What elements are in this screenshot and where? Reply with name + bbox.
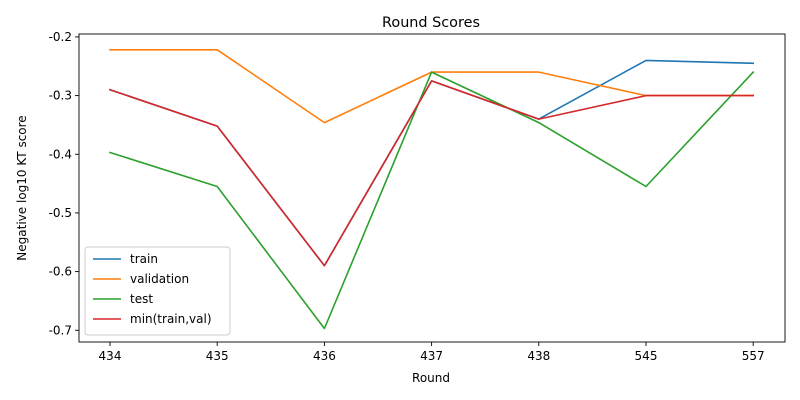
legend-label-1: validation: [130, 272, 189, 286]
legend-label-2: test: [130, 292, 153, 306]
y-tick-label: -0.6: [49, 265, 72, 279]
series-line-2: [108, 70, 755, 330]
legend-label-3: min(train,val): [130, 312, 212, 326]
y-axis-title: Negative log10 KT score: [15, 115, 29, 260]
legend: train validation test min(train,val): [84, 246, 231, 336]
y-tick-label: -0.5: [49, 206, 72, 220]
legend-box: [84, 246, 231, 336]
y-tick-label: -0.2: [49, 30, 72, 44]
series-layer: [108, 48, 755, 330]
chart-title: Round Scores: [382, 15, 480, 31]
x-axis-title: Round: [412, 371, 450, 385]
x-tick-label: 437: [420, 349, 443, 363]
series-line-3: [108, 80, 755, 267]
x-tick-label: 434: [99, 349, 122, 363]
x-tick-label: 436: [313, 349, 336, 363]
x-tick-label: 435: [206, 349, 229, 363]
x-axis: 434 435 436 437 438 545 557: [99, 342, 765, 363]
x-tick-label: 438: [527, 349, 550, 363]
x-tick-label: 557: [742, 349, 765, 363]
y-tick-label: -0.4: [49, 147, 72, 161]
y-axis: -0.2 -0.3 -0.4 -0.5 -0.6 -0.7: [49, 30, 79, 337]
y-tick-label: -0.3: [49, 89, 72, 103]
legend-label-0: train: [130, 252, 158, 266]
x-tick-label: 545: [635, 349, 658, 363]
y-tick-label: -0.7: [49, 323, 72, 337]
